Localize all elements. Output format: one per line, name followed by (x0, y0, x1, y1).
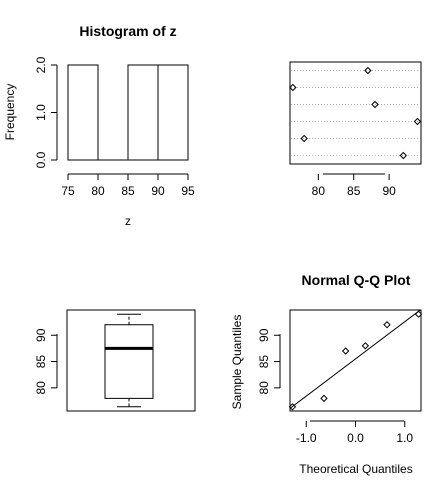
qq-panel: Normal Q-Q Plot -1.0 0.0 1.0 80 85 90 Theore… (230, 272, 423, 476)
dotplot-grid (291, 70, 420, 156)
qq-y-tick-label-0: 80 (257, 381, 271, 395)
dotplot-points (289, 66, 422, 160)
dotplot-point-4 (399, 151, 408, 160)
dotplot-point-2 (364, 66, 372, 75)
histogram-y-tick-label-0: 0.0 (34, 151, 48, 168)
qq-y-label: Sample Quantiles (230, 315, 244, 410)
qq-point-3 (361, 342, 370, 350)
histogram-x-tick-label-3: 90 (151, 184, 165, 198)
histogram-bar-2 (127, 64, 159, 161)
dotplot-x-tick-label-0: 80 (312, 184, 326, 198)
qq-reference-line (290, 310, 421, 410)
boxplot-y-tick-label-0: 80 (34, 381, 48, 395)
dotplot-frame (289, 61, 422, 165)
qq-x-ticks: -1.0 0.0 1.0 (296, 421, 413, 445)
qq-y-tick-label-2: 90 (257, 328, 271, 342)
histogram-x-tick-label-4: 95 (181, 184, 195, 198)
boxplot-y-tick-label-2: 90 (34, 328, 48, 342)
boxplot-shapes (104, 313, 154, 408)
histogram-panel: Histogram of z 75 80 85 90 95 0.0 1.0 2.0 z Fr… (3, 23, 195, 228)
qq-x-label: Theoretical Quantiles (299, 462, 412, 476)
qq-point-5 (414, 310, 423, 318)
dotplot-x-tick-label-2: 90 (382, 184, 396, 198)
qq-title: Normal Q-Q Plot (302, 272, 411, 288)
histogram-bar-3 (157, 64, 189, 161)
qq-y-tick-label-1: 85 (257, 355, 271, 369)
dotplot-panel: 80 85 90 (289, 61, 422, 198)
qq-x-tick-label-0: -1.0 (296, 431, 317, 445)
qq-x-tick-label-2: 1.0 (396, 431, 413, 445)
histogram-y-label: Frequency (3, 84, 17, 141)
histogram-x-tick-label-1: 80 (91, 184, 105, 198)
histogram-bars (67, 64, 189, 161)
boxplot-y-tick-label-1: 85 (34, 355, 48, 369)
boxplot-panel: 80 85 90 (34, 309, 196, 412)
qq-point-2 (341, 347, 350, 355)
qq-point-0 (288, 403, 297, 411)
dotplot-point-0 (289, 83, 297, 92)
qq-points (288, 310, 423, 411)
histogram-y-tick-label-1: 1.0 (34, 104, 48, 121)
boxplot-box (104, 324, 154, 399)
qq-y-ticks: 80 85 90 (257, 328, 280, 395)
histogram-x-tick-label-2: 85 (121, 184, 135, 198)
qq-point-4 (383, 321, 391, 329)
qq-line-segment (290, 310, 421, 410)
histogram-x-ticks: 75 80 85 90 95 (61, 174, 195, 198)
histogram-x-tick-label-0: 75 (61, 184, 75, 198)
boxplot-frame (66, 309, 196, 412)
dotplot-point-5 (413, 117, 422, 126)
histogram-y-tick-label-2: 2.0 (34, 56, 48, 73)
histogram-y-ticks: 0.0 1.0 2.0 (34, 56, 57, 168)
histogram-title: Histogram of z (79, 23, 176, 39)
boxplot-y-ticks: 80 85 90 (34, 328, 57, 395)
dotplot-point-1 (300, 134, 308, 143)
qq-x-tick-label-1: 0.0 (347, 431, 364, 445)
histogram-bar-0 (67, 64, 99, 161)
dotplot-point-3 (371, 100, 379, 109)
dotplot-x-ticks: 80 85 90 (312, 174, 396, 198)
qq-frame (289, 309, 422, 412)
histogram-x-label: z (125, 214, 131, 228)
dotplot-x-tick-label-1: 85 (347, 184, 361, 198)
qq-point-1 (320, 394, 328, 403)
